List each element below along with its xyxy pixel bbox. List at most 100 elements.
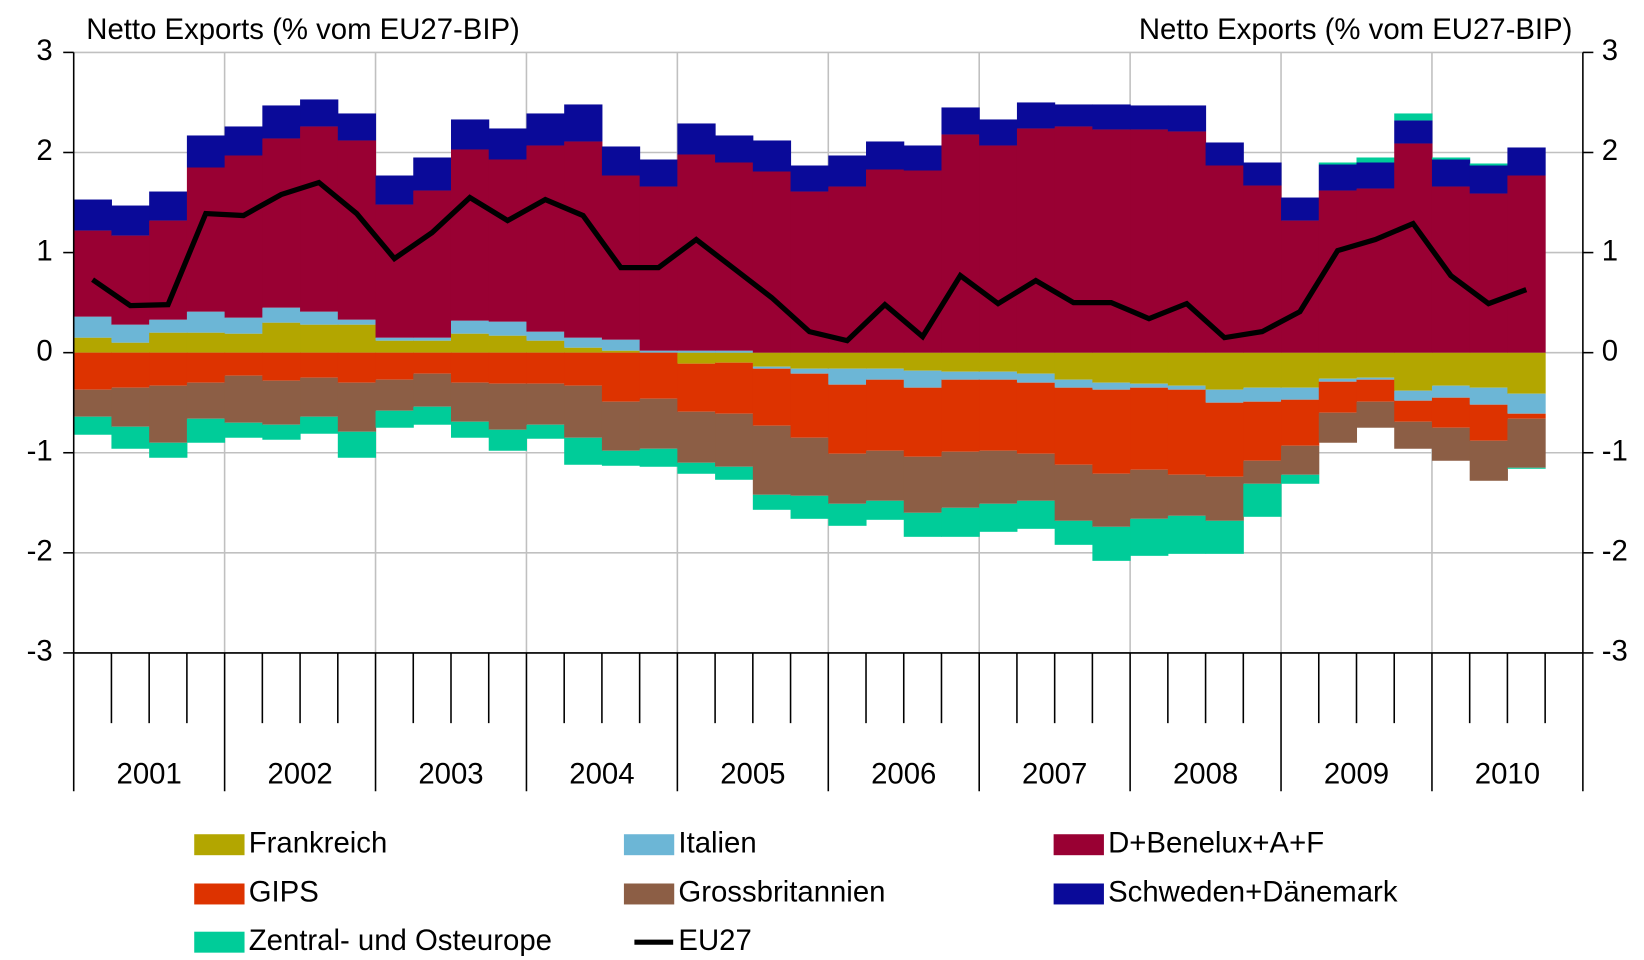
bar-segment <box>979 145 1018 353</box>
bar-segment <box>1016 500 1056 529</box>
bar-segment <box>828 453 867 504</box>
x-group-label: 2004 <box>569 757 634 790</box>
bar-segment <box>1469 163 1508 166</box>
bar-segment <box>73 337 112 353</box>
bar-segment <box>337 352 377 383</box>
bar-segment <box>564 352 603 386</box>
bar-segment <box>1356 188 1395 353</box>
y-tick-label: -3 <box>27 635 53 668</box>
bar-segment <box>300 352 339 378</box>
bar-segment <box>601 401 641 451</box>
bar-segment <box>488 383 527 430</box>
bar-segment <box>715 413 754 467</box>
bar-segment <box>149 442 188 458</box>
bar-segment <box>1394 143 1433 353</box>
bar-segment <box>1054 387 1093 465</box>
bar-segment <box>677 411 716 463</box>
bar-segment <box>941 371 980 380</box>
bar-segment <box>941 134 980 353</box>
bar-segment <box>111 352 150 388</box>
bar-segment <box>73 416 112 435</box>
bar-segment <box>866 169 905 353</box>
bar-segment <box>1016 352 1056 374</box>
bar-segment <box>1167 474 1207 516</box>
bar-segment <box>790 495 829 519</box>
legend-swatch <box>1053 883 1104 905</box>
bar-segment <box>752 352 792 367</box>
bar-segment <box>866 141 905 170</box>
bar-segment <box>979 119 1018 146</box>
bar-segment <box>866 500 905 520</box>
bar-segment <box>564 347 603 353</box>
bar-segment <box>866 379 905 451</box>
bar-segment <box>488 321 527 336</box>
y2-tick-label: -1 <box>1602 435 1628 468</box>
x-group-label: 2001 <box>117 757 182 790</box>
bar-segment <box>828 352 867 369</box>
bar-segment <box>677 363 716 412</box>
bar-segment <box>1205 389 1244 403</box>
bar-segment <box>375 410 414 428</box>
y2-tick-label: -2 <box>1602 535 1628 568</box>
legend-swatch <box>623 883 675 905</box>
bar-segment <box>1394 120 1433 144</box>
bar-segment <box>1243 185 1282 353</box>
bar-segment <box>752 140 792 172</box>
bar-segment <box>790 352 829 369</box>
bar-segment <box>715 135 754 163</box>
bar-segment <box>790 373 829 438</box>
bar-segment <box>564 104 603 142</box>
bar-segment <box>1167 385 1207 390</box>
bar-segment <box>300 377 339 417</box>
bar-segment <box>639 159 678 187</box>
bar-segment <box>450 149 490 321</box>
bar-segment <box>564 385 603 438</box>
bar-segment <box>752 368 792 426</box>
bar-segment <box>450 119 490 150</box>
bar-segment <box>1054 520 1093 545</box>
bar-segment <box>149 319 188 333</box>
bar-segment <box>186 135 226 168</box>
bar-segment <box>601 350 641 353</box>
bar-segment <box>262 424 301 440</box>
bar-segment <box>564 337 603 348</box>
y2-tick-label: 3 <box>1602 34 1618 67</box>
bar-segment <box>375 340 414 353</box>
bar-segment <box>1016 128 1056 353</box>
bar-segment <box>450 320 490 334</box>
bar-segment <box>979 379 1018 451</box>
bar-segment <box>601 450 641 466</box>
y-tick-label: 0 <box>36 334 52 367</box>
bar-segment <box>1356 377 1395 380</box>
bar-segment <box>1318 378 1358 382</box>
bar-segment <box>1092 129 1131 353</box>
bar-segment <box>224 126 263 156</box>
bar-segment <box>979 371 1018 380</box>
bar-segment <box>224 375 263 423</box>
bar-segment <box>677 352 716 364</box>
bar-segment <box>903 352 942 371</box>
bar-segment <box>715 362 754 414</box>
bar-segment <box>564 141 603 338</box>
bar-segment <box>866 352 905 369</box>
y2-tick-label: 1 <box>1602 234 1618 267</box>
bar-segment <box>1205 142 1244 166</box>
bar-segment <box>224 352 263 376</box>
legend-swatch <box>194 883 245 905</box>
bar-segment <box>828 368 867 385</box>
bar-segment <box>1167 131 1207 353</box>
bar-segment <box>1092 382 1131 390</box>
bar-segment <box>337 319 377 325</box>
bar-segment <box>375 175 414 205</box>
bar-segment <box>73 199 112 231</box>
bar-segment <box>186 382 226 419</box>
legend-label: GIPS <box>249 876 319 909</box>
bar-segment <box>752 366 792 369</box>
bar-segment <box>224 155 263 318</box>
bar-segment <box>413 352 452 374</box>
bar-segment <box>1507 413 1546 419</box>
bar-segment <box>450 352 490 383</box>
x-group-label: 2009 <box>1324 757 1389 790</box>
bar-segment <box>73 389 112 417</box>
bar-segment <box>1205 352 1244 390</box>
